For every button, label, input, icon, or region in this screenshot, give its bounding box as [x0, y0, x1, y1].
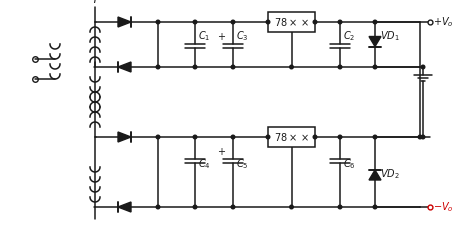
Text: $78\times\times$: $78\times\times$ [274, 16, 309, 28]
Polygon shape [369, 37, 381, 47]
Polygon shape [118, 17, 131, 27]
Circle shape [373, 65, 377, 69]
Circle shape [156, 205, 160, 209]
Circle shape [338, 65, 342, 69]
Circle shape [421, 135, 425, 139]
Text: $C_2$: $C_2$ [343, 30, 356, 43]
Polygon shape [369, 170, 381, 180]
Circle shape [418, 135, 422, 139]
Text: $-V_o$: $-V_o$ [433, 200, 454, 214]
Circle shape [338, 20, 342, 24]
Circle shape [373, 135, 377, 139]
Text: $C_4$: $C_4$ [198, 157, 211, 171]
Circle shape [231, 135, 235, 139]
Circle shape [231, 205, 235, 209]
Circle shape [338, 135, 342, 139]
Circle shape [421, 65, 425, 69]
Text: $C_1$: $C_1$ [198, 30, 211, 43]
Polygon shape [118, 62, 131, 72]
Circle shape [373, 205, 377, 209]
Circle shape [193, 65, 197, 69]
Circle shape [156, 135, 160, 139]
Text: +: + [217, 32, 225, 42]
Text: $C_3$: $C_3$ [236, 30, 248, 43]
Polygon shape [118, 202, 131, 212]
Circle shape [313, 135, 317, 139]
Text: $VD_1$: $VD_1$ [380, 30, 400, 43]
Circle shape [313, 20, 317, 24]
Circle shape [193, 135, 197, 139]
Text: $+V_o$: $+V_o$ [433, 15, 454, 29]
Circle shape [290, 65, 293, 69]
Circle shape [156, 20, 160, 24]
Circle shape [231, 20, 235, 24]
Bar [268, 12, 315, 32]
Bar [268, 127, 315, 147]
Circle shape [266, 135, 270, 139]
Circle shape [193, 20, 197, 24]
Text: T: T [92, 0, 98, 5]
Text: $C_5$: $C_5$ [236, 157, 248, 171]
Polygon shape [118, 132, 131, 142]
Circle shape [193, 205, 197, 209]
Circle shape [373, 20, 377, 24]
Text: $VD_2$: $VD_2$ [380, 167, 400, 181]
Circle shape [231, 65, 235, 69]
Text: +: + [217, 147, 225, 157]
Circle shape [156, 65, 160, 69]
Text: $78\times\times$: $78\times\times$ [274, 131, 309, 143]
Circle shape [290, 205, 293, 209]
Text: $C_6$: $C_6$ [343, 157, 356, 171]
Circle shape [266, 20, 270, 24]
Circle shape [338, 205, 342, 209]
